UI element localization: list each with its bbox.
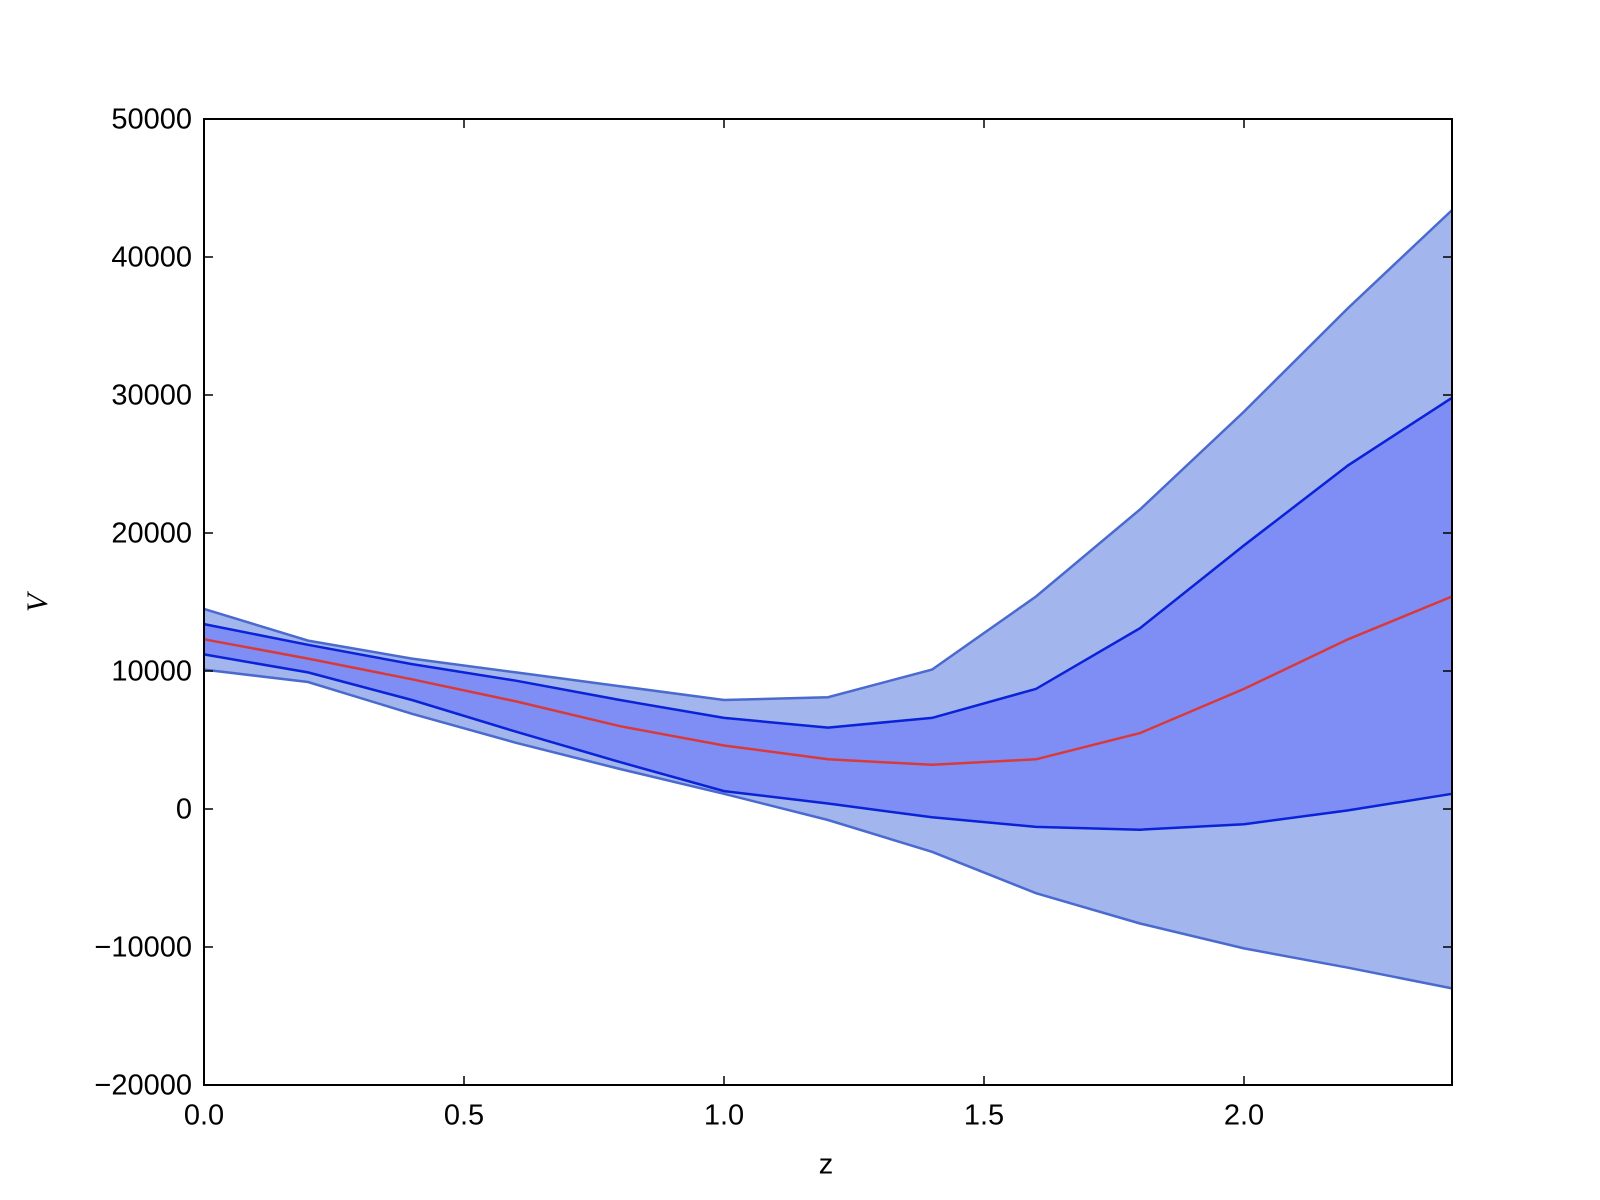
band-upper-line [203, 396, 1453, 729]
x-tick-label: 2.0 [1224, 1100, 1264, 1132]
y-tick-label: 10000 [111, 656, 192, 688]
y-tick-label: −10000 [94, 932, 192, 964]
line [203, 595, 1453, 767]
band-lower-line [203, 668, 1453, 990]
x-axis-label: z [819, 1149, 834, 1181]
band-lower-line [203, 653, 1453, 831]
y-tick-label: 20000 [111, 518, 192, 550]
band-area [204, 397, 1452, 830]
x-tick-label: 1.5 [964, 1100, 1004, 1132]
x-tick-label: 0.0 [184, 1100, 224, 1132]
y-tick-label: 30000 [111, 380, 192, 412]
y-tick-label: 40000 [111, 242, 192, 274]
y-axis-label: V [21, 590, 54, 612]
x-tick-label: 1.0 [704, 1100, 744, 1132]
y-tick-label: −20000 [94, 1070, 192, 1102]
y-tick-label: 0 [176, 794, 192, 826]
plot-frame [203, 118, 1453, 1086]
x-tick-label: 0.5 [444, 1100, 484, 1132]
y-tick-label: 50000 [111, 104, 192, 136]
band-upper-line [203, 209, 1453, 702]
